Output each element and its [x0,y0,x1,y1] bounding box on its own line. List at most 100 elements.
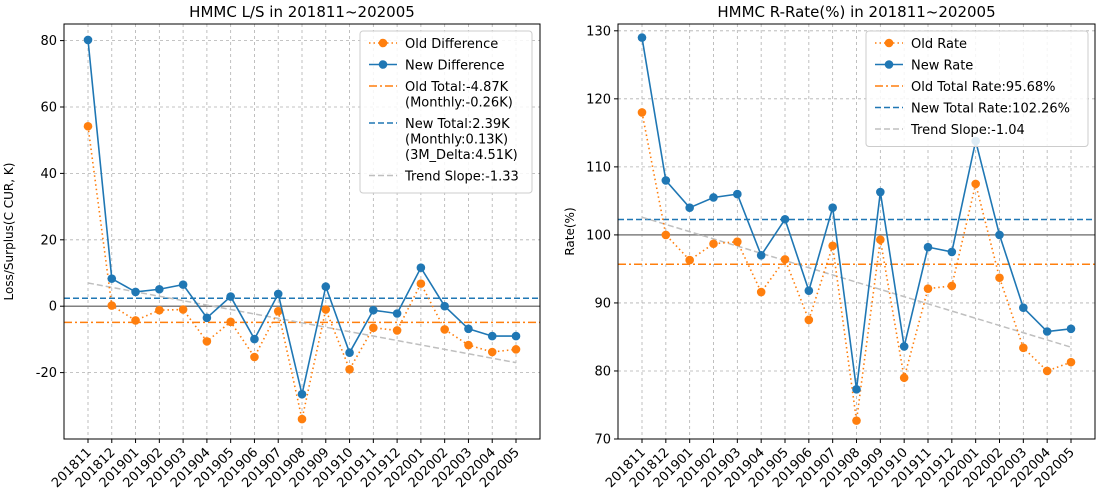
data-point [685,203,694,212]
data-point [440,325,449,334]
data-point [899,373,909,383]
legend-label: New Rate [911,59,973,74]
legend-label: (Monthly:0.13K) [405,133,508,148]
data-point [107,274,117,283]
data-point [709,239,718,249]
data-point [416,263,426,272]
data-point [804,286,814,295]
data-point [709,193,718,202]
legend-label: New Difference [405,59,505,74]
y-axis-label: Loss/Surplus(C CUR, K) [2,163,16,301]
data-point [487,331,497,341]
y-tick-label: 110 [586,160,611,175]
y-tick-label: 60 [40,101,57,116]
data-point [464,324,473,334]
data-point [852,385,861,394]
data-point [131,287,140,297]
data-point [923,242,933,252]
data-point [947,281,957,291]
data-point [440,301,449,311]
legend-swatch-marker [884,38,894,48]
data-point [995,273,1004,283]
legend-box [865,30,1089,147]
legend-swatch-marker [378,38,388,48]
data-point [369,305,378,315]
legend-label: Old Total Rate:95.68% [911,80,1055,95]
legend-label: Old Total:-4.87K [405,80,509,95]
legend-swatch-marker [884,60,894,69]
plot-frame [63,23,541,440]
data-point [131,316,140,325]
y-tick-label: 70 [594,433,611,448]
trend-line [641,216,1072,348]
legend: Old Difference New Difference Old Total:-4… [359,30,533,194]
data-point [685,255,694,265]
data-point [297,414,307,424]
data-point [947,247,957,257]
data-point [1042,366,1052,376]
data-point [876,187,885,197]
data-point [1019,303,1028,312]
data-point [852,416,861,425]
data-point [804,315,814,325]
legend: Old Rate New Rate Old Total Rate:95.68% New… [865,30,1089,147]
data-point [876,235,885,244]
data-point [345,364,354,374]
plot-frame [617,23,1096,440]
legend-label: Trend Slope:-1.33 [404,170,519,185]
data-point [321,282,331,291]
y-tick-label: 120 [586,92,611,107]
data-point [637,33,647,42]
data-point [780,214,790,224]
data-point [297,389,307,399]
data-point [1042,327,1052,336]
data-point [250,334,259,344]
data-point [321,305,331,314]
data-point [226,317,235,327]
legend-swatch-marker [378,60,388,69]
data-point [155,305,164,315]
data-point [83,35,93,45]
y-tick-label: 80 [594,364,611,379]
data-point [107,301,117,310]
legend-label: (3M_Delta:4.51K) [405,148,518,163]
data-point [756,287,766,297]
data-point [511,345,521,354]
data-point [487,347,497,357]
data-point [1066,324,1076,334]
y-tick-label: 0 [49,300,57,315]
data-point [661,176,671,185]
y-tick-label: 40 [40,167,57,182]
data-point [202,313,212,323]
data-point [899,342,909,351]
data-point [995,230,1004,240]
legend-label: (Monthly:-0.26K) [405,96,513,111]
rate-chart: HMMC R-Rate(%) in 201811~202005 70 80 90 100… [563,3,1096,491]
data-point [923,284,933,293]
data-point [369,323,378,333]
chart-title: HMMC R-Rate(%) in 201811~202005 [717,3,995,21]
legend-label: Trend Slope:-1.04 [910,123,1025,138]
y-tick-label: 90 [594,296,611,311]
data-point [155,284,164,294]
data-point [1019,343,1028,353]
data-point [250,352,259,362]
data-point [733,189,742,199]
y-tick-label: 20 [40,233,57,248]
y-tick-label: -20 [36,366,57,381]
legend-label: Old Rate [911,37,967,52]
data-point [178,280,188,289]
data-point [637,108,647,117]
legend-label: New Total Rate:102.26% [911,102,1070,117]
legend-label: Old Difference [405,37,498,52]
data-point [756,251,766,260]
data-point [828,241,837,251]
data-point [202,337,212,346]
data-point [345,348,354,357]
legend-box [359,30,533,194]
chart-title: HMMC L/S in 201811~202005 [189,3,415,21]
data-point [828,203,837,212]
data-point [392,326,402,335]
legend-label: New Total:2.39K [405,117,510,132]
